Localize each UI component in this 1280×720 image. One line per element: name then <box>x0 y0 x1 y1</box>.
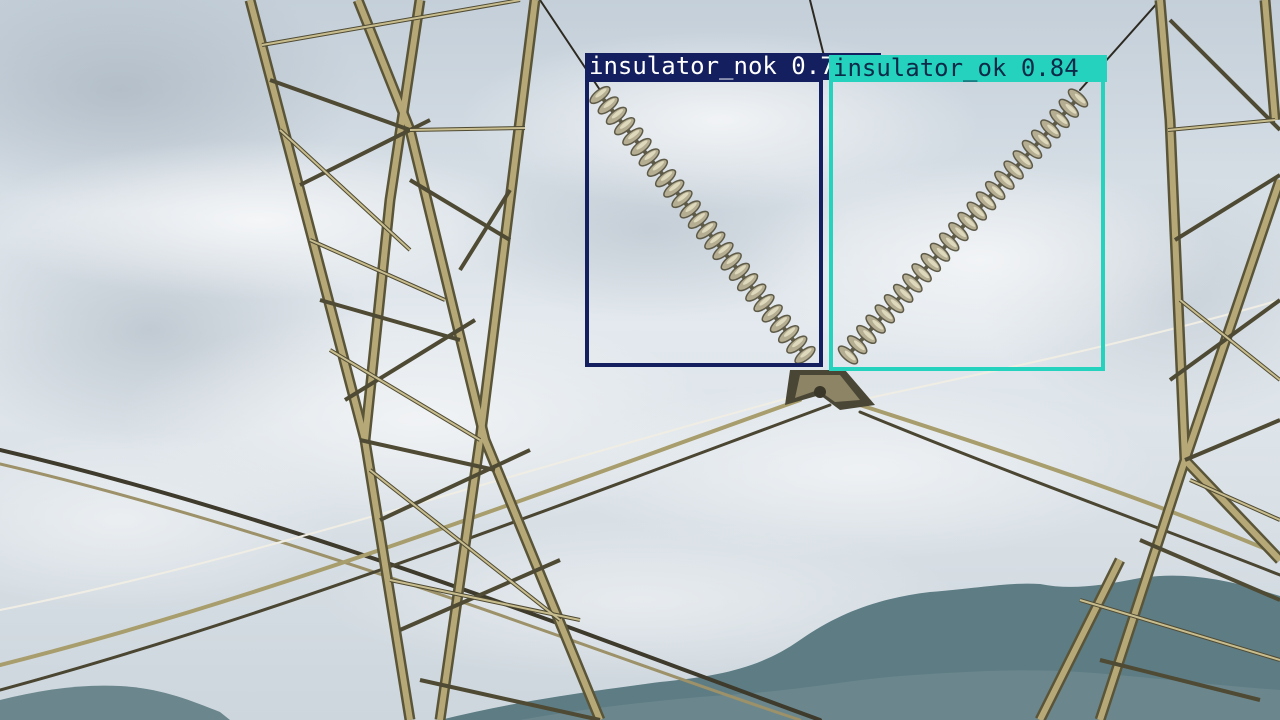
clouds <box>0 0 1280 680</box>
insulator-string-left <box>589 85 816 365</box>
insulator-string-right <box>837 88 1089 365</box>
mountains <box>0 575 1280 720</box>
detection-box-insulator-ok <box>829 78 1105 371</box>
detection-label-insulator-ok: insulator_ok 0.84 <box>829 55 1107 82</box>
right-tower <box>1035 0 1280 720</box>
detection-box-insulator-nok <box>585 78 823 367</box>
insulator-strings <box>589 85 1089 365</box>
detection-label-insulator-nok: insulator_nok 0.77 <box>585 53 881 80</box>
left-tower <box>244 0 606 720</box>
yoke-hardware <box>785 370 875 410</box>
